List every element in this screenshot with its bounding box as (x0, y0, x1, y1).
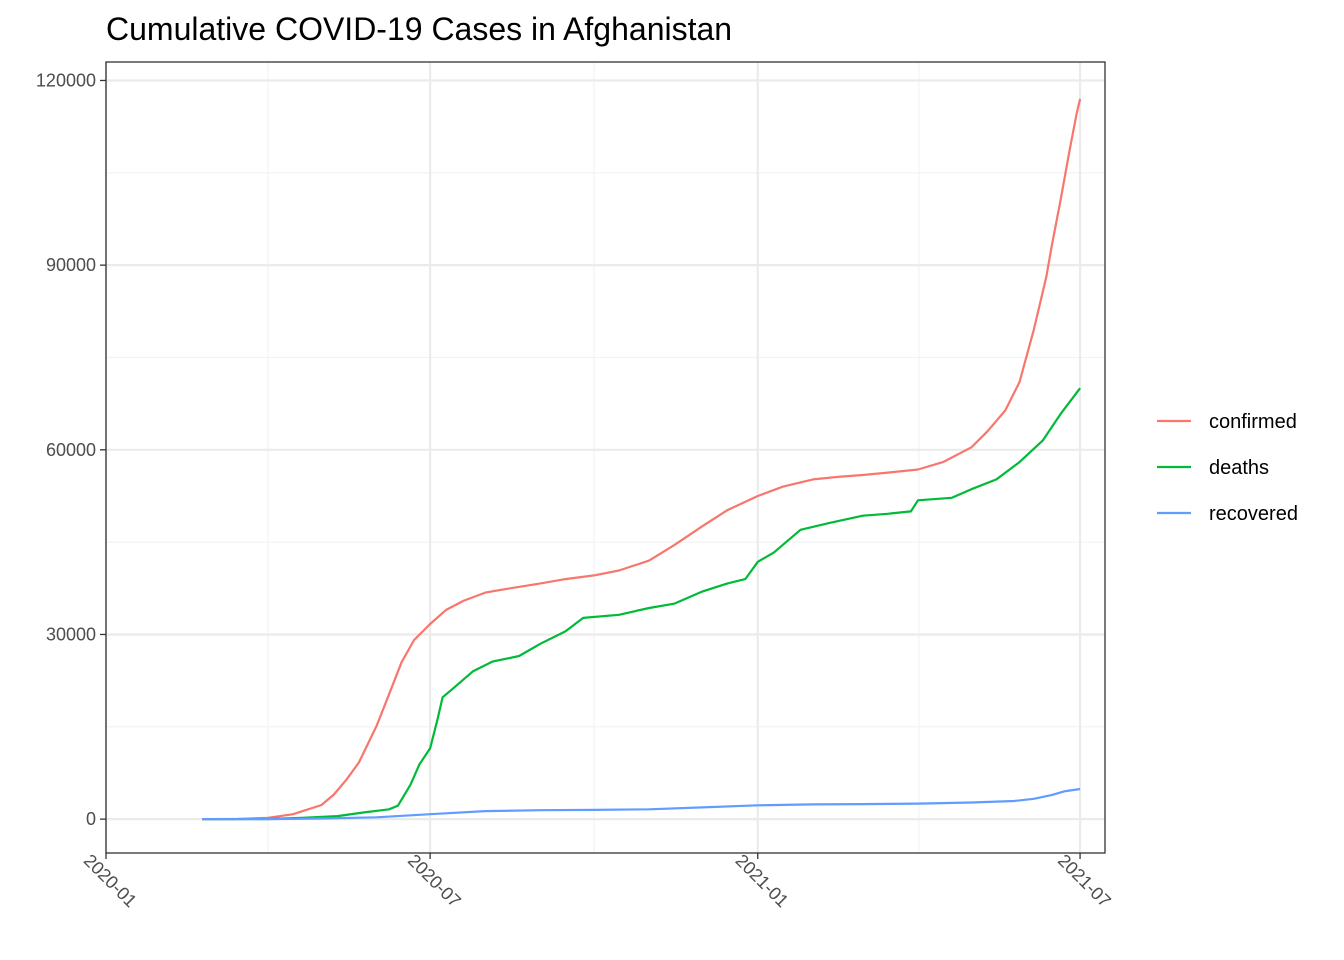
x-tick-label: 2021-07 (1054, 850, 1115, 911)
y-tick-label: 30000 (46, 624, 96, 644)
y-axis: 0 30000 60000 90000 120000 (36, 70, 106, 829)
y-tick-label: 90000 (46, 255, 96, 275)
minor-gridlines (106, 62, 1105, 853)
plot-panel (106, 62, 1105, 853)
series-line-recovered (202, 787, 1081, 821)
x-tick-label: 2020-07 (404, 850, 465, 911)
series-line-deaths (202, 387, 1081, 821)
x-axis: 2020-01 2020-07 2021-01 2021-07 (80, 850, 1115, 911)
plot-border (105, 61, 1106, 854)
series-lines (202, 98, 1082, 821)
y-tick-label: 0 (86, 809, 96, 829)
legend-label-recovered: recovered (1209, 503, 1298, 525)
y-tick-label: 60000 (46, 440, 96, 460)
chart-title: Cumulative COVID-19 Cases in Afghanistan (106, 11, 732, 47)
y-tick-label: 120000 (36, 70, 96, 90)
legend-label-deaths: deaths (1209, 457, 1269, 479)
series-line-confirmed (202, 98, 1082, 821)
x-tick-label: 2020-01 (80, 850, 141, 911)
legend: confirmed deaths recovered (1157, 411, 1298, 525)
legend-label-confirmed: confirmed (1209, 411, 1297, 433)
x-tick-label: 2021-01 (732, 850, 793, 911)
